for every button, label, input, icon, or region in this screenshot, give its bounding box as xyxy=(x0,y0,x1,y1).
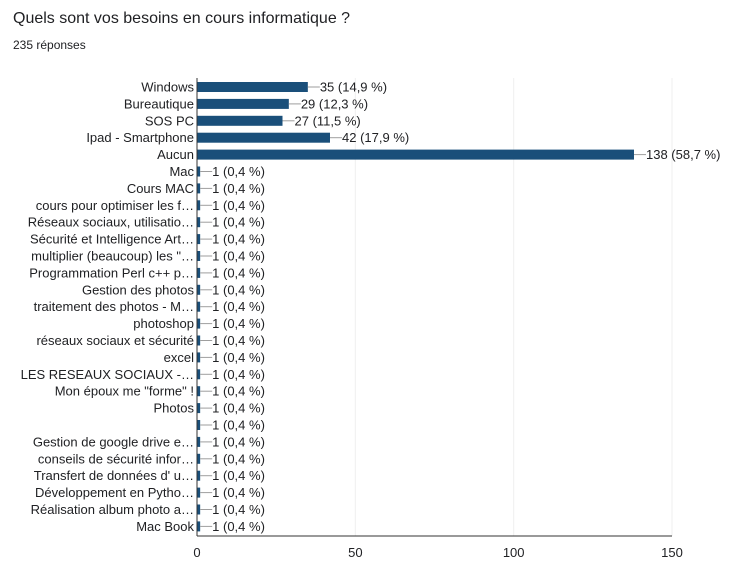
bar xyxy=(197,267,201,278)
x-tick-label: 0 xyxy=(193,545,200,560)
bar xyxy=(197,386,201,397)
bar xyxy=(197,318,201,329)
category-label: LES RESEAUX SOCIAUX -… xyxy=(21,367,194,382)
data-label: 35 (14,9 %) xyxy=(320,80,387,95)
category-label: excel xyxy=(164,350,194,365)
category-label: Mac xyxy=(169,164,194,179)
bar xyxy=(197,217,201,228)
data-label: 27 (11,5 %) xyxy=(295,113,361,128)
data-label: 1 (0,4 %) xyxy=(212,468,265,483)
data-label: 1 (0,4 %) xyxy=(212,451,265,466)
data-label: 1 (0,4 %) xyxy=(212,164,265,179)
bar xyxy=(197,82,308,92)
bar xyxy=(197,504,201,515)
data-label: 1 (0,4 %) xyxy=(212,418,265,433)
bar xyxy=(197,420,201,430)
bar xyxy=(197,436,201,447)
category-label: Ipad - Smartphone xyxy=(86,130,194,145)
bar xyxy=(197,301,201,312)
category-label: Gestion des photos xyxy=(82,282,195,297)
data-label: 1 (0,4 %) xyxy=(212,299,265,314)
bar xyxy=(197,352,201,363)
data-label: 138 (58,7 %) xyxy=(646,147,720,162)
data-label: 1 (0,4 %) xyxy=(212,485,265,500)
category-label: Bureautique xyxy=(124,96,194,111)
bar xyxy=(197,521,201,532)
data-label: 42 (17,9 %) xyxy=(342,130,409,145)
category-label: Réseaux sociaux, utilisatio… xyxy=(28,215,194,230)
data-label: 1 (0,4 %) xyxy=(212,401,265,416)
category-label: Transfert de données d' u… xyxy=(34,468,194,483)
bar xyxy=(197,453,201,464)
bar xyxy=(197,98,289,109)
category-label: photoshop xyxy=(133,316,194,331)
bar xyxy=(197,132,330,143)
bar xyxy=(197,234,201,245)
category-label: Photos xyxy=(154,401,195,416)
bar xyxy=(197,251,201,261)
category-label: SOS PC xyxy=(145,113,194,128)
response-count: 235 réponses xyxy=(13,38,86,52)
data-label: 1 (0,4 %) xyxy=(212,232,265,247)
category-label: Aucun xyxy=(157,147,194,162)
data-label: 1 (0,4 %) xyxy=(212,265,265,280)
category-label: Mac Book xyxy=(136,519,194,534)
category-label: Réalisation album photo a… xyxy=(31,502,194,517)
data-label: 1 (0,4 %) xyxy=(212,333,265,348)
bar xyxy=(197,487,201,498)
data-label: 1 (0,4 %) xyxy=(212,367,265,382)
category-label: Mon époux me "forme" ! xyxy=(55,384,194,399)
data-label: 1 (0,4 %) xyxy=(212,198,265,213)
bar xyxy=(197,403,201,414)
category-label: Développement en Pytho… xyxy=(35,485,194,500)
data-label: 1 (0,4 %) xyxy=(212,502,265,517)
bar xyxy=(197,284,201,295)
chart-question-title: Quels sont vos besoins en cours informat… xyxy=(13,10,351,27)
x-tick-label: 50 xyxy=(348,545,362,560)
bar xyxy=(197,149,634,160)
category-label: Sécurité et Intelligence Art… xyxy=(30,232,194,247)
category-label: multiplier (beaucoup) les "… xyxy=(31,249,194,264)
data-label: 29 (12,3 %) xyxy=(301,96,368,111)
bar xyxy=(197,470,201,481)
bar xyxy=(197,335,201,346)
bar xyxy=(197,115,283,126)
data-label: 1 (0,4 %) xyxy=(212,249,265,264)
category-label: conseils de sécurité infor… xyxy=(38,451,194,466)
category-label: Gestion de google drive e… xyxy=(33,434,194,449)
data-label: 1 (0,4 %) xyxy=(212,181,265,196)
category-label: Programmation Perl c++ p… xyxy=(29,265,194,280)
data-label: 1 (0,4 %) xyxy=(212,316,265,331)
data-label: 1 (0,4 %) xyxy=(212,434,265,449)
x-tick-label: 100 xyxy=(503,545,525,560)
data-label: 1 (0,4 %) xyxy=(212,384,265,399)
data-label: 1 (0,4 %) xyxy=(212,215,265,230)
x-tick-label: 150 xyxy=(661,545,683,560)
category-label: Windows xyxy=(141,80,194,95)
category-label: traitement des photos - M… xyxy=(34,299,194,314)
data-label: 1 (0,4 %) xyxy=(212,282,265,297)
category-label: cours pour optimiser les f… xyxy=(36,198,194,213)
data-label: 1 (0,4 %) xyxy=(212,519,265,534)
bar xyxy=(197,200,201,211)
category-label: réseaux sociaux et sécurité xyxy=(36,333,194,348)
category-label: Cours MAC xyxy=(127,181,194,196)
bar xyxy=(197,369,201,380)
bar xyxy=(197,183,201,194)
data-label: 1 (0,4 %) xyxy=(212,350,265,365)
bar xyxy=(197,166,201,177)
